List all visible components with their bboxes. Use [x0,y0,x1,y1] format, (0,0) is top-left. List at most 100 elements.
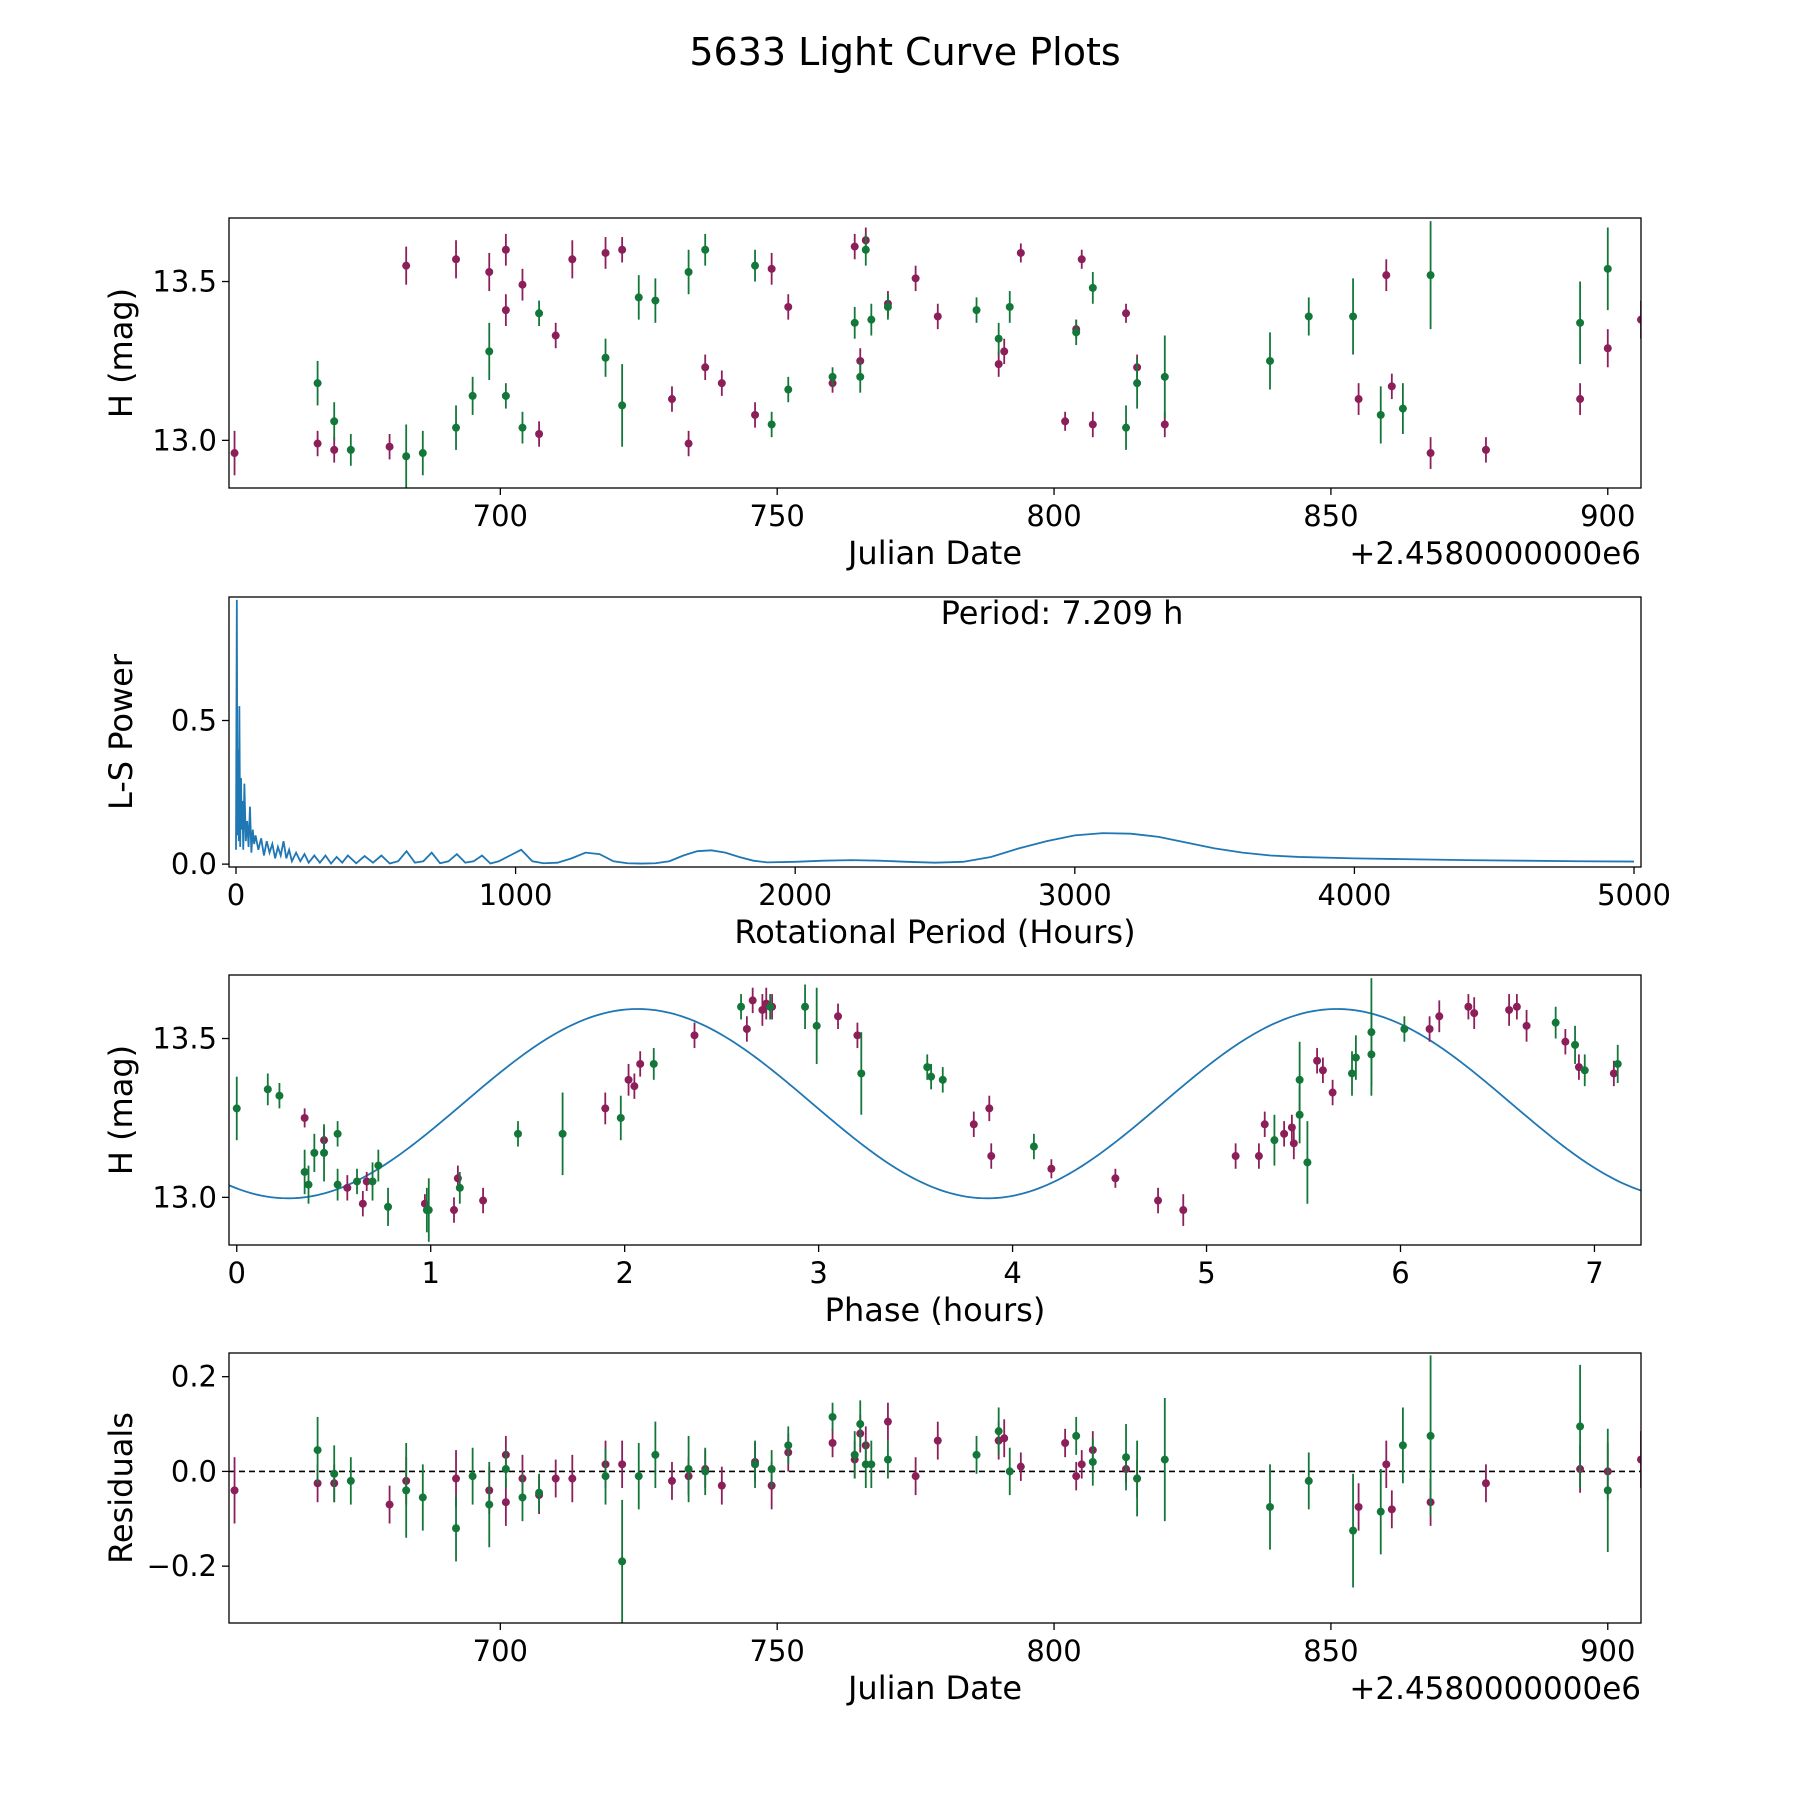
green-data-point [972,1450,981,1459]
x-tick-label: 2 [615,1256,633,1290]
green-data-point [418,449,427,458]
purple-data-point [1280,1129,1289,1138]
purple-data-point [1426,449,1435,458]
y-axis-label: Residuals [102,1412,140,1564]
purple-data-point [501,306,510,315]
green-data-point [850,318,859,327]
purple-data-point [630,1082,639,1091]
purple-data-point [1470,1009,1479,1018]
axes-frame [228,1352,1642,1624]
purple-data-point [751,410,760,419]
green-data-point [374,1161,383,1170]
green-data-point [313,379,322,388]
green-data-point [518,423,527,432]
green-data-point [1088,283,1097,292]
purple-data-point [758,1005,767,1014]
purple-data-point [1637,1455,1641,1464]
purple-data-point [985,1104,994,1113]
green-data-point [751,1460,760,1469]
green-data-point [737,1002,746,1011]
x-offset-label: +2.4580000000e6 [1349,1671,1641,1707]
green-data-point [1576,1422,1585,1431]
green-data-point [330,1469,339,1478]
green-data-point [424,1206,433,1215]
x-tick-label: 0 [227,878,245,912]
purple-data-point [1425,1025,1434,1033]
purple-data-point [1481,445,1490,454]
power-line [235,599,1635,866]
purple-data-point [313,439,322,448]
purple-data-point [385,442,394,451]
green-data-point [452,1524,461,1533]
green-data-point [651,1450,660,1459]
green-data-point [684,268,693,276]
x-tick-label: 750 [750,499,805,533]
purple-data-point [485,268,494,276]
purple-data-point [883,1417,892,1426]
green-data-point [634,293,643,302]
green-data-point [501,1465,510,1474]
green-data-point [1576,318,1585,327]
purple-data-point [402,261,411,270]
x-tick-label: 7 [1585,1256,1603,1290]
green-data-point [300,1167,309,1176]
purple-data-point [568,1474,577,1483]
green-data-point [923,1063,932,1072]
green-data-point [828,372,837,381]
green-data-point [751,261,760,270]
green-data-point [618,401,627,410]
purple-data-point [1328,1088,1337,1097]
green-data-point [402,452,411,461]
green-data-point [618,1557,627,1566]
y-axis-label: H (mag) [102,1045,140,1175]
purple-data-point [1435,1012,1444,1021]
x-tick-label: 700 [473,499,528,533]
x-tick-label: 700 [473,1634,528,1668]
green-data-point [1005,302,1014,311]
purple-data-point [452,255,461,264]
green-data-point [857,1069,866,1078]
purple-data-point [828,1439,837,1447]
green-data-point [513,1129,522,1138]
purple-data-point [1387,382,1396,391]
purple-data-point [701,363,710,372]
purple-data-point [1318,1066,1327,1075]
green-data-point [501,391,510,400]
purple-data-point [667,395,676,404]
green-data-point [767,420,776,429]
x-axis-label: Rotational Period (Hours) [734,913,1135,951]
purple-data-point [717,1481,726,1490]
purple-data-point [501,1498,510,1507]
purple-data-point [601,1104,610,1113]
green-data-point [1088,1457,1097,1466]
purple-data-point [1231,1152,1240,1161]
purple-data-point [618,1460,627,1469]
y-tick-label: −0.2 [147,1549,217,1583]
x-tick-label: 1 [421,1256,439,1290]
purple-data-point [748,996,757,1005]
purple-data-point [1637,315,1641,324]
purple-data-point [1154,1196,1163,1205]
purple-data-point [551,331,560,340]
green-data-point [994,334,1003,343]
purple-data-point [449,1206,458,1215]
green-data-point [1349,1526,1358,1535]
purple-data-point [667,1476,676,1485]
green-data-point [1426,271,1435,280]
purple-data-point [969,1120,978,1129]
purple-data-point [933,1436,942,1445]
purple-data-point [568,255,577,264]
purple-data-point [987,1152,996,1161]
green-data-point [368,1177,377,1186]
green-data-point [1303,1158,1312,1167]
plot-area [229,978,1641,1242]
green-data-point [861,1460,870,1469]
x-axis-label: Phase (hours) [825,1291,1046,1329]
purple-data-point [1609,1069,1618,1078]
x-tick-label: 850 [1303,1634,1358,1668]
purple-data-point [535,430,544,438]
x-tick-label: 850 [1303,499,1358,533]
period-annotation: Period: 7.209 h [941,594,1184,632]
green-data-point [784,1441,793,1450]
purple-data-point [853,1031,862,1040]
